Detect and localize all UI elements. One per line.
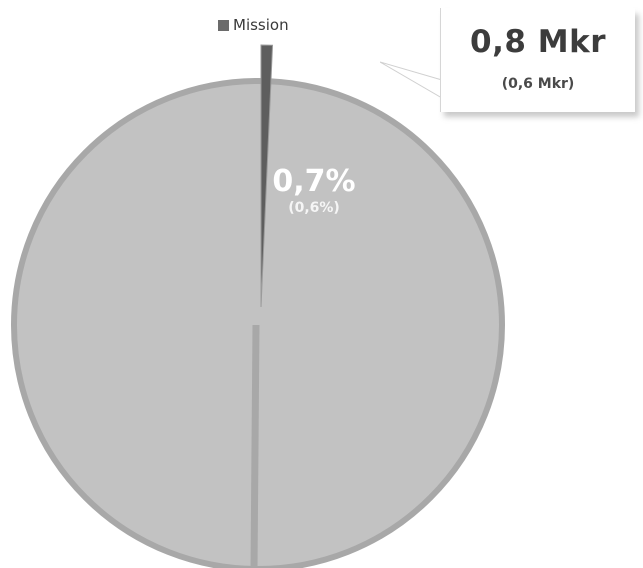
slice-percent-previous: (0,6%) (288, 200, 340, 216)
callout-value: 0,8 Mkr (470, 24, 606, 60)
pie-slice-other (11, 78, 505, 568)
legend: Mission (218, 16, 289, 34)
legend-label-mission: Mission (233, 16, 289, 34)
value-callout: 0,8 Mkr (0,6 Mkr) (440, 8, 635, 112)
slice-percent: 0,7% (272, 164, 356, 199)
callout-previous-value: (0,6 Mkr) (501, 76, 575, 92)
pie-slices (11, 44, 505, 568)
legend-swatch-mission (218, 19, 229, 31)
pie-slice-boundary (250, 324, 260, 568)
pie-slice-mission (260, 44, 274, 308)
slice-label-mission: 0,7% (0,6%) (272, 164, 356, 216)
